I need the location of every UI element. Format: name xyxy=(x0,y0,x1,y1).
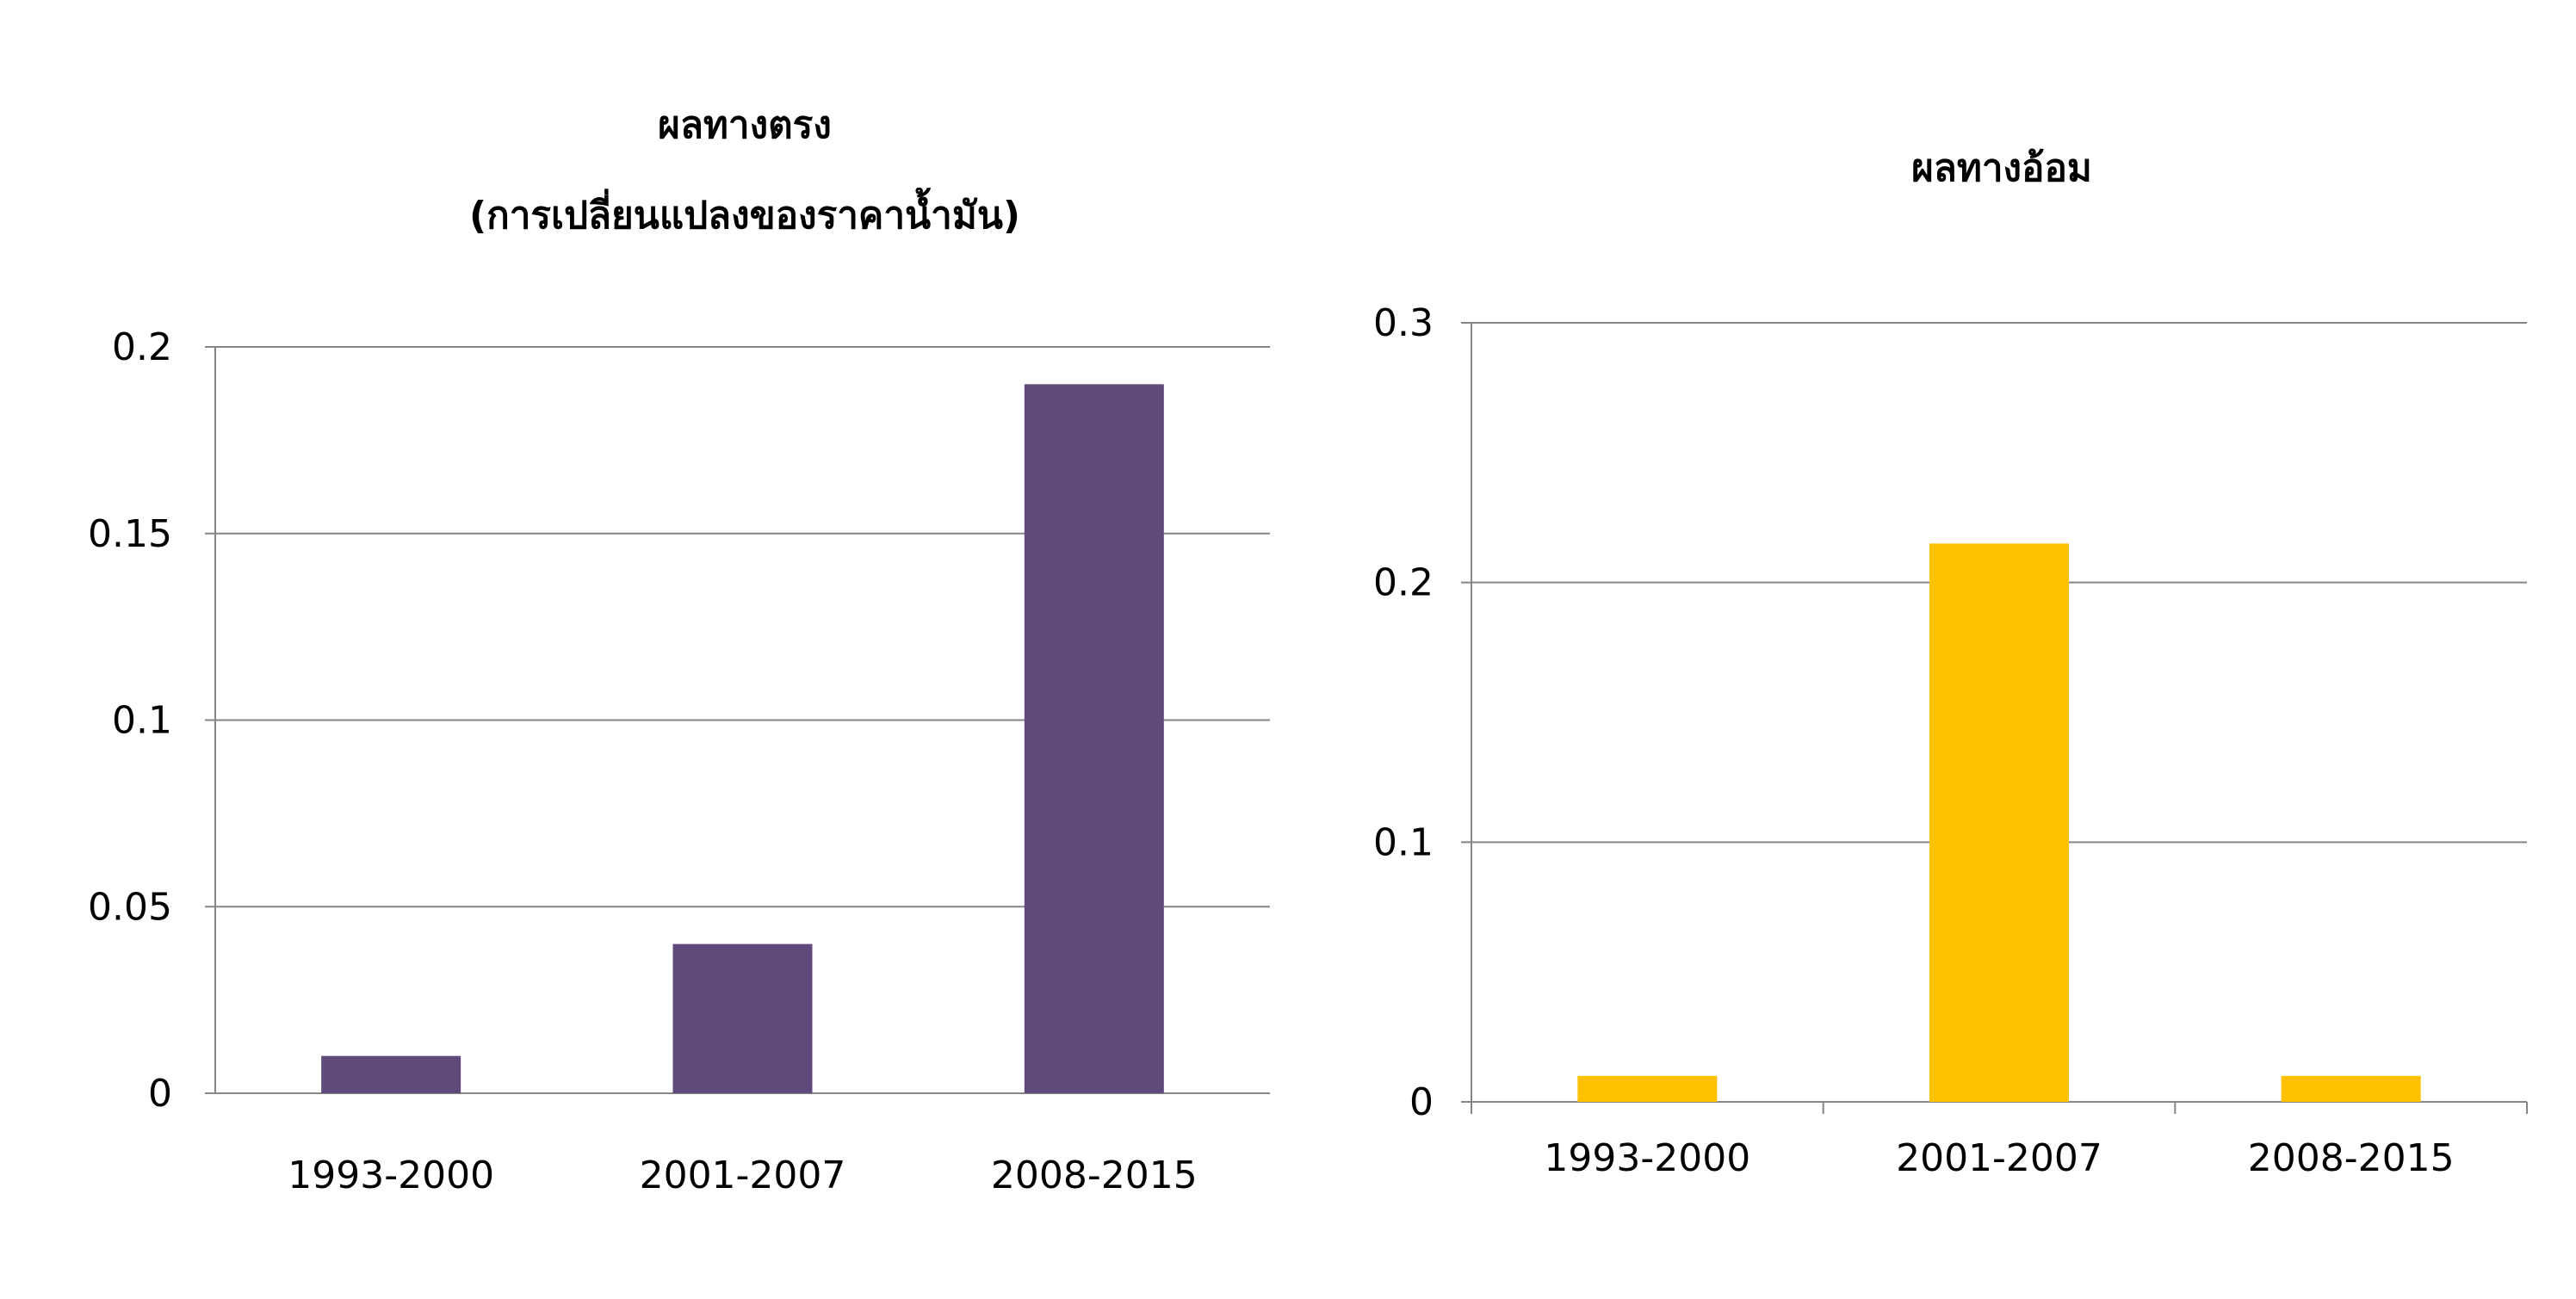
bars xyxy=(321,384,1164,1094)
chart-title: ผลทางตรง xyxy=(658,103,832,147)
y-tick-label: 0.1 xyxy=(1373,820,1434,864)
y-tick-label: 0.1 xyxy=(112,699,172,743)
y-tick-label: 0.2 xyxy=(112,325,172,369)
y-tick-labels: 0 0.05 0.1 0.15 0.2 xyxy=(88,325,172,1116)
direct-effect-chart: ผลทางตรง (การเปลี่ยนแปลงของราคาน้ำมัน) 0… xyxy=(88,103,1270,1197)
y-tick-label: 0.2 xyxy=(1373,561,1434,605)
x-tick-label: 2001-2007 xyxy=(640,1154,846,1197)
chart-subtitle: (การเปลี่ยนแปลงของราคาน้ำมัน) xyxy=(469,187,1020,238)
bar-1993-2000 xyxy=(321,1055,461,1093)
indirect-effect-chart: ผลทางอ้อม 0 0.1 0.2 0.3 1993-2000 2001-2007 2… xyxy=(1373,146,2528,1180)
y-tick-label: 0.15 xyxy=(88,512,172,556)
x-tick-label: 2001-2007 xyxy=(1896,1136,2102,1180)
bar-2008-2015 xyxy=(1024,384,1164,1094)
y-tick-labels: 0 0.1 0.2 0.3 xyxy=(1373,301,1434,1124)
bar-1993-2000 xyxy=(1577,1075,1718,1102)
y-tick-label: 0 xyxy=(1409,1080,1434,1124)
bar-2001-2007 xyxy=(1929,543,2069,1102)
x-tick-label: 1993-2000 xyxy=(1544,1136,1750,1180)
bars xyxy=(1577,543,2421,1102)
bar-2008-2015 xyxy=(2281,1075,2421,1102)
x-tick-label: 1993-2000 xyxy=(288,1154,494,1197)
y-tick-label: 0.05 xyxy=(88,885,172,929)
chart-title: ผลทางอ้อม xyxy=(1911,146,2092,190)
x-tick-labels: 1993-2000 2001-2007 2008-2015 xyxy=(1544,1136,2454,1180)
bar-2001-2007 xyxy=(672,943,813,1093)
x-tick-label: 2008-2015 xyxy=(991,1154,1198,1197)
y-tick-label: 0.3 xyxy=(1373,301,1434,345)
x-tick-label: 2008-2015 xyxy=(2248,1136,2455,1180)
x-tick-labels: 1993-2000 2001-2007 2008-2015 xyxy=(288,1154,1198,1197)
y-tick-label: 0 xyxy=(148,1072,172,1116)
